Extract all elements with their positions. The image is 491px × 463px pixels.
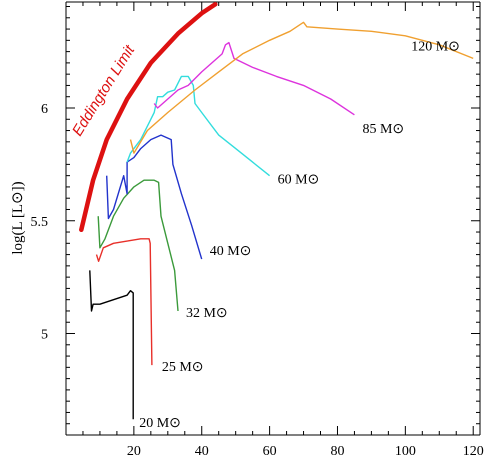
eddington-limit-curve [79, 2, 218, 233]
series-label-120-m: 120 M⊙ [411, 39, 460, 54]
annotation-layer: Eddington Limit [69, 2, 218, 233]
x-tick-label: 60 [263, 444, 277, 459]
x-tick-label: 20 [127, 444, 141, 459]
y-tick-label: 6 [41, 102, 48, 117]
eddington-limit-label: Eddington Limit [69, 42, 139, 139]
x-tick-label: 80 [330, 444, 344, 459]
series-label-40-m: 40 M⊙ [210, 244, 252, 259]
track-20-m [89, 270, 134, 420]
track-60-m [126, 75, 271, 177]
track-85-m [153, 41, 355, 116]
y-axis-label: log(L [L⊙]) [10, 181, 26, 254]
series-label-85-m: 85 M⊙ [362, 122, 404, 137]
x-tick-label: 100 [395, 444, 416, 459]
y-axis-ticks: 55.56 [31, 102, 480, 343]
track-25-m [95, 238, 153, 366]
x-axis-ticks: 20 40 60 80 100 120 [127, 2, 484, 459]
series-label-25-m: 25 M⊙ [162, 360, 204, 375]
track-32-m [97, 179, 179, 312]
series-label-60-m: 60 M⊙ [278, 173, 320, 188]
series-layer: 20 M⊙ 25 M⊙ 32 M⊙ 40 M⊙ 60 M⊙ 85 M⊙ 120 M⊙ [89, 21, 474, 431]
y-tick-label: 5.5 [31, 215, 49, 230]
series-label-20-m: 20 M⊙ [139, 416, 181, 431]
minor-ticks [66, 2, 480, 435]
x-tick-label: 120 [463, 444, 484, 459]
x-tick-label: 40 [195, 444, 209, 459]
track-120-m [129, 21, 474, 154]
series-label-32-m: 32 M⊙ [186, 306, 228, 321]
track-40-m [106, 134, 203, 260]
y-tick-label: 5 [41, 328, 48, 343]
